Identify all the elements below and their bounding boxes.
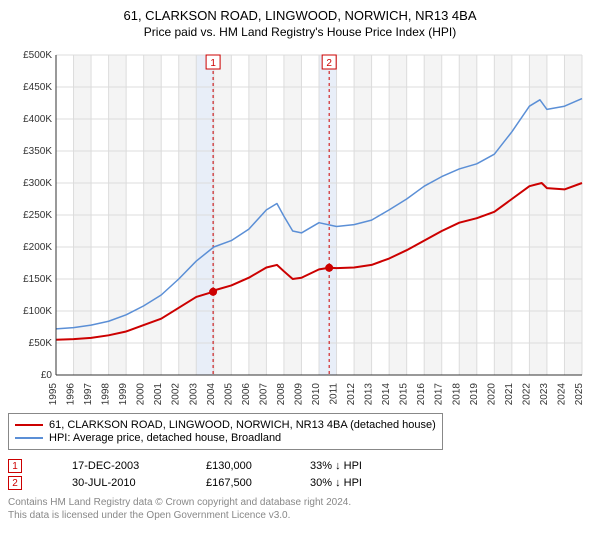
svg-text:2023: 2023 xyxy=(539,383,550,405)
svg-text:2009: 2009 xyxy=(293,383,304,405)
svg-text:2022: 2022 xyxy=(521,383,532,405)
legend-row: 61, CLARKSON ROAD, LINGWOOD, NORWICH, NR… xyxy=(15,419,436,431)
transaction-row: 2 30-JUL-2010 £167,500 30% ↓ HPI xyxy=(8,476,592,490)
svg-text:2010: 2010 xyxy=(311,383,322,405)
chart-subtitle: Price paid vs. HM Land Registry's House … xyxy=(8,25,592,39)
svg-text:£50K: £50K xyxy=(29,338,53,349)
footer-line: This data is licensed under the Open Gov… xyxy=(8,509,592,522)
svg-text:£500K: £500K xyxy=(23,50,52,61)
svg-text:2000: 2000 xyxy=(136,383,147,405)
svg-text:2003: 2003 xyxy=(188,383,199,405)
chart-area: £0 £50K £100K £150K £200K £250K £300K £350K £400… xyxy=(8,45,592,405)
svg-text:£450K: £450K xyxy=(23,82,52,93)
transaction-hpi-delta: 30% ↓ HPI xyxy=(310,477,390,489)
svg-text:2: 2 xyxy=(326,58,332,69)
legend-row: HPI: Average price, detached house, Broa… xyxy=(15,432,436,444)
line-chart: £0 £50K £100K £150K £200K £250K £300K £350K £400… xyxy=(8,45,592,405)
svg-text:2019: 2019 xyxy=(469,383,480,405)
svg-text:2007: 2007 xyxy=(258,383,269,405)
svg-text:£300K: £300K xyxy=(23,178,52,189)
transaction-row: 1 17-DEC-2003 £130,000 33% ↓ HPI xyxy=(8,459,592,473)
svg-text:2018: 2018 xyxy=(451,383,462,405)
svg-text:2025: 2025 xyxy=(574,383,585,405)
legend-swatch xyxy=(15,437,43,439)
svg-text:1997: 1997 xyxy=(83,383,94,405)
svg-text:1995: 1995 xyxy=(48,383,59,405)
svg-text:£150K: £150K xyxy=(23,274,52,285)
footer-line: Contains HM Land Registry data © Crown c… xyxy=(8,496,592,509)
svg-text:2008: 2008 xyxy=(276,383,287,405)
svg-text:2005: 2005 xyxy=(223,383,234,405)
svg-text:1999: 1999 xyxy=(118,383,129,405)
svg-text:2016: 2016 xyxy=(416,383,427,405)
chart-title: 61, CLARKSON ROAD, LINGWOOD, NORWICH, NR… xyxy=(8,8,592,23)
svg-text:2006: 2006 xyxy=(241,383,252,405)
svg-text:£200K: £200K xyxy=(23,242,52,253)
svg-text:2002: 2002 xyxy=(171,383,182,405)
svg-text:2014: 2014 xyxy=(381,383,392,405)
svg-text:2024: 2024 xyxy=(556,383,567,405)
transaction-hpi-delta: 33% ↓ HPI xyxy=(310,460,390,472)
marker-number-box: 2 xyxy=(8,476,22,490)
svg-text:2001: 2001 xyxy=(153,383,164,405)
svg-text:2011: 2011 xyxy=(329,383,340,405)
svg-text:2012: 2012 xyxy=(346,383,357,405)
svg-text:2020: 2020 xyxy=(486,383,497,405)
svg-text:2021: 2021 xyxy=(504,383,515,405)
transaction-date: 30-JUL-2010 xyxy=(72,477,182,489)
svg-text:2015: 2015 xyxy=(399,383,410,405)
transaction-date: 17-DEC-2003 xyxy=(72,460,182,472)
transaction-price: £130,000 xyxy=(206,460,286,472)
legend-swatch xyxy=(15,424,43,426)
svg-text:£400K: £400K xyxy=(23,114,52,125)
svg-text:£0: £0 xyxy=(41,370,53,381)
svg-text:2004: 2004 xyxy=(206,383,217,405)
legend-box: 61, CLARKSON ROAD, LINGWOOD, NORWICH, NR… xyxy=(8,413,443,450)
svg-text:1996: 1996 xyxy=(66,383,77,405)
svg-text:1998: 1998 xyxy=(101,383,112,405)
marker-number-box: 1 xyxy=(8,459,22,473)
transactions-table: 1 17-DEC-2003 £130,000 33% ↓ HPI 2 30-JUL-201… xyxy=(8,459,592,490)
legend-label: 61, CLARKSON ROAD, LINGWOOD, NORWICH, NR… xyxy=(49,419,436,431)
footer-attribution: Contains HM Land Registry data © Crown c… xyxy=(8,496,592,522)
legend-label: HPI: Average price, detached house, Broa… xyxy=(49,432,281,444)
svg-text:£350K: £350K xyxy=(23,146,52,157)
svg-text:2013: 2013 xyxy=(364,383,375,405)
svg-text:2017: 2017 xyxy=(434,383,445,405)
svg-text:£250K: £250K xyxy=(23,210,52,221)
transaction-price: £167,500 xyxy=(206,477,286,489)
svg-text:1: 1 xyxy=(210,58,216,69)
svg-text:£100K: £100K xyxy=(23,306,52,317)
